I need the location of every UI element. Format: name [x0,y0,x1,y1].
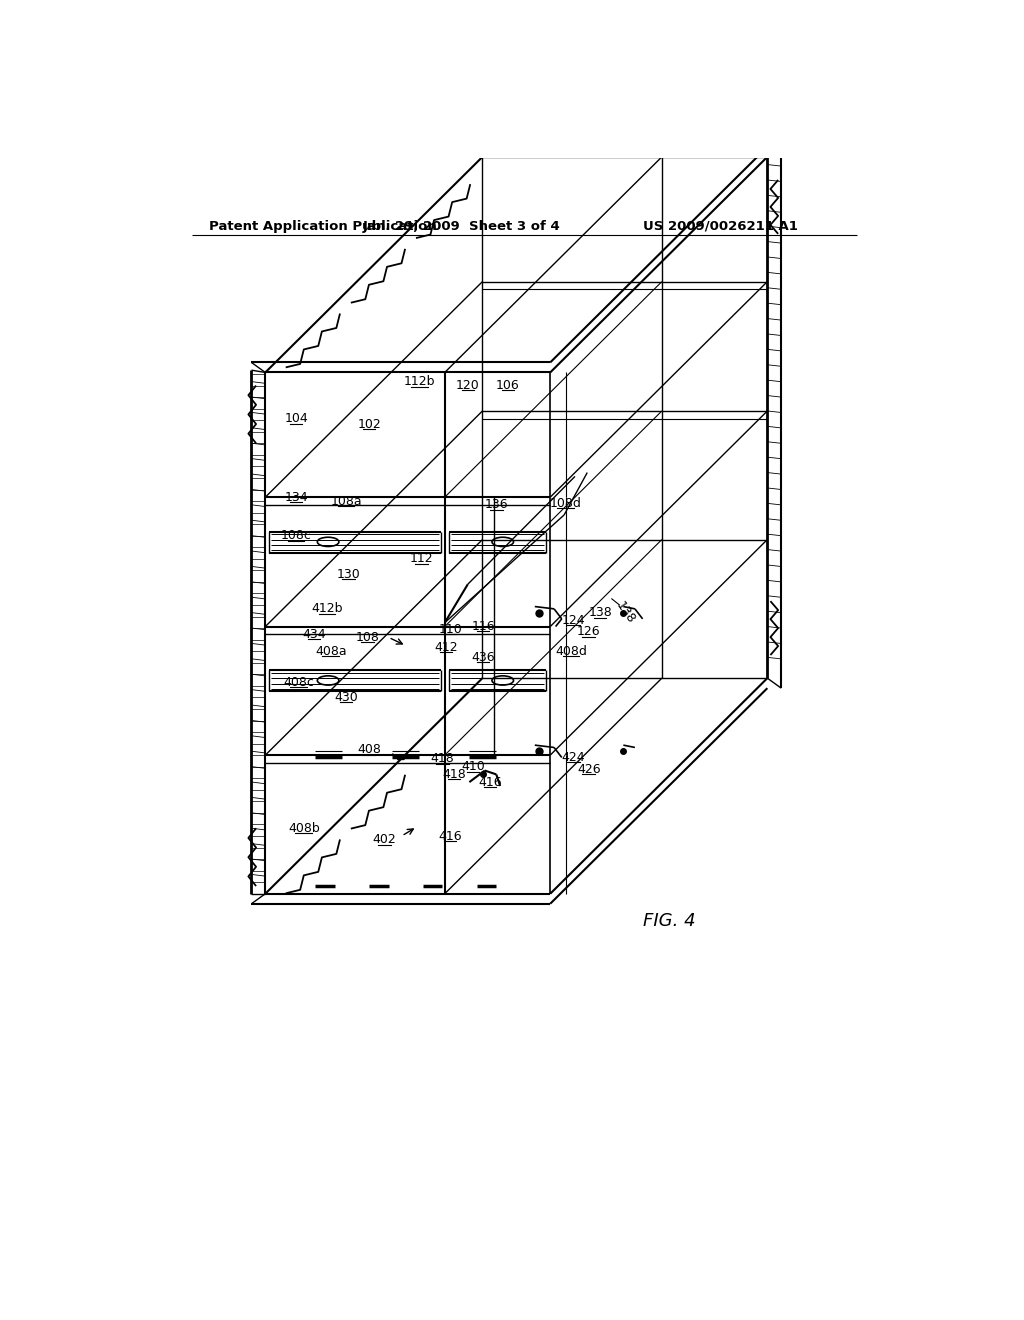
Text: 112b: 112b [403,375,435,388]
Text: 408: 408 [357,743,381,756]
Text: 130: 130 [337,568,360,581]
Text: 416: 416 [438,829,462,842]
Text: 402: 402 [373,833,396,846]
Text: Patent Application Publication: Patent Application Publication [209,219,437,232]
Text: 136: 136 [484,499,508,511]
Text: 104: 104 [285,412,308,425]
Text: 108: 108 [355,631,380,644]
Text: 108c: 108c [281,529,311,543]
Text: 124: 124 [561,614,585,627]
Text: 126: 126 [577,626,600,639]
Text: 426: 426 [577,763,600,776]
Text: 408a: 408a [315,644,346,657]
Text: 106: 106 [496,379,520,392]
Text: 138: 138 [613,599,638,626]
Text: 112: 112 [410,552,433,565]
Text: 424: 424 [561,751,585,764]
Text: 408b: 408b [288,822,319,834]
Text: 418: 418 [442,768,466,781]
Text: 108d: 108d [550,496,582,510]
Text: 408c: 408c [283,676,314,689]
Text: 418: 418 [430,752,455,766]
Text: 110: 110 [438,623,462,636]
Text: 412b: 412b [311,602,343,615]
Text: 134: 134 [285,491,308,504]
Text: 408d: 408d [555,644,587,657]
Text: 410: 410 [462,760,485,774]
Text: 102: 102 [357,417,381,430]
Text: 412: 412 [434,640,458,653]
Text: 434: 434 [302,628,326,640]
Text: 416: 416 [478,776,502,788]
Text: 138: 138 [589,606,612,619]
Text: 430: 430 [334,690,358,704]
Text: 108a: 108a [331,495,361,508]
Text: Jan. 29, 2009  Sheet 3 of 4: Jan. 29, 2009 Sheet 3 of 4 [362,219,560,232]
Text: FIG. 4: FIG. 4 [643,912,696,929]
Text: 120: 120 [456,379,479,392]
Text: 436: 436 [471,651,495,664]
Text: 116: 116 [471,620,495,634]
Text: US 2009/0026211 A1: US 2009/0026211 A1 [643,219,798,232]
